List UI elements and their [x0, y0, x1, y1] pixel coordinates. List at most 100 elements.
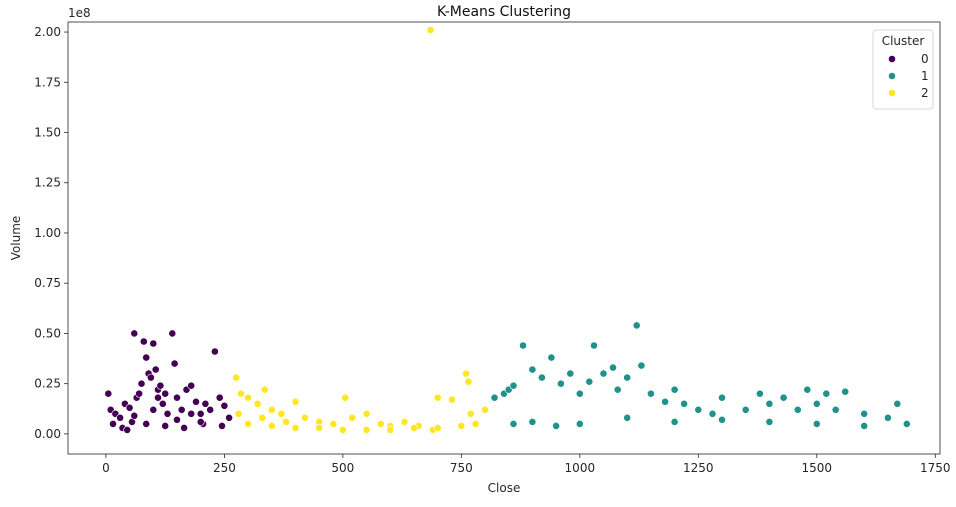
- data-point-cluster-0-48: [154, 393, 162, 402]
- y-tick-label-1: 0.25: [34, 377, 61, 391]
- data-point-cluster-0-24: [170, 359, 179, 368]
- data-point-cluster-0-25: [173, 393, 181, 402]
- y-scale-label: 1e8: [68, 6, 91, 20]
- data-point-cluster-2-21: [447, 395, 456, 404]
- data-point-cluster-1-18: [637, 361, 646, 370]
- y-tick-label-4: 1.00: [34, 226, 61, 240]
- data-point-cluster-2-11: [341, 393, 350, 402]
- data-point-cluster-1-9: [566, 369, 575, 378]
- x-tick-label-5: 1250: [683, 461, 714, 475]
- data-point-cluster-2-14: [376, 419, 385, 428]
- data-point-cluster-2-18: [426, 26, 435, 34]
- x-tick-label-4: 1000: [565, 461, 596, 475]
- data-point-cluster-2-6: [277, 409, 286, 418]
- data-point-cluster-1-49: [860, 421, 869, 430]
- y-tick-label-2: 0.50: [34, 326, 61, 340]
- data-point-cluster-1-19: [647, 389, 655, 398]
- data-point-cluster-1-38: [893, 399, 902, 408]
- data-point-cluster-0-13: [142, 353, 151, 362]
- legend-marker-2: [888, 89, 896, 97]
- data-point-cluster-1-14: [609, 363, 617, 372]
- plot-frame: [67, 21, 941, 455]
- y-tick-label-6: 1.50: [34, 126, 61, 140]
- data-point-cluster-2-31: [338, 425, 347, 434]
- data-point-cluster-2-12: [348, 413, 357, 422]
- data-point-cluster-1-8: [557, 379, 565, 388]
- data-point-cluster-2-25: [471, 419, 480, 428]
- data-point-cluster-1-23: [694, 405, 703, 414]
- data-point-cluster-1-20: [661, 397, 669, 406]
- data-point-cluster-0-16: [149, 339, 158, 348]
- data-point-cluster-0-22: [163, 409, 172, 418]
- data-point-cluster-2-33: [386, 425, 395, 434]
- data-point-cluster-0-8: [130, 329, 139, 338]
- data-point-cluster-1-26: [741, 405, 750, 414]
- data-point-cluster-1-29: [779, 393, 788, 402]
- data-point-cluster-0-10: [135, 389, 143, 398]
- x-tick-label-2: 500: [331, 461, 354, 475]
- data-point-cluster-1-40: [509, 419, 518, 428]
- data-point-cluster-2-2: [244, 393, 252, 402]
- data-point-cluster-2-26: [481, 405, 489, 414]
- data-point-cluster-1-25: [718, 393, 726, 402]
- legend-label-2: 2: [921, 86, 929, 100]
- data-point-cluster-2-20: [433, 393, 442, 402]
- data-point-cluster-1-5: [528, 365, 537, 374]
- data-point-cluster-0-34: [215, 393, 224, 402]
- data-point-cluster-1-28: [765, 399, 774, 408]
- data-point-cluster-2-38: [258, 413, 267, 422]
- data-point-cluster-0-36: [225, 413, 233, 422]
- data-point-cluster-2-10: [329, 419, 338, 428]
- data-point-cluster-0-19: [156, 381, 165, 390]
- x-tick-label-0: 0: [102, 461, 110, 475]
- data-point-cluster-1-22: [680, 399, 688, 408]
- data-point-cluster-1-12: [590, 341, 598, 350]
- data-point-cluster-1-15: [613, 385, 622, 394]
- data-point-cluster-1-45: [670, 417, 679, 426]
- data-point-cluster-2-29: [291, 423, 300, 432]
- data-point-cluster-1-46: [718, 415, 726, 424]
- data-point-cluster-0-47: [130, 411, 139, 420]
- data-point-cluster-1-41: [528, 417, 537, 426]
- y-tick-label-0: 0.00: [34, 427, 61, 441]
- y-axis-label: Volume: [9, 216, 23, 261]
- data-point-cluster-0-30: [196, 409, 205, 418]
- data-point-cluster-0-2: [109, 419, 117, 428]
- data-point-cluster-1-3: [509, 381, 518, 390]
- data-point-cluster-0-31: [201, 399, 210, 408]
- data-point-cluster-1-13: [599, 369, 608, 378]
- data-point-cluster-0-21: [161, 389, 170, 398]
- data-point-cluster-2-23: [464, 377, 473, 386]
- data-point-cluster-1-48: [812, 419, 821, 428]
- data-point-cluster-2-5: [267, 405, 276, 414]
- data-point-cluster-1-16: [623, 373, 632, 382]
- data-point-cluster-0-44: [149, 405, 158, 414]
- y-tick-label-7: 1.75: [34, 75, 61, 89]
- y-tick-label-8: 2.00: [34, 25, 61, 39]
- data-point-cluster-0-29: [192, 397, 200, 406]
- data-point-cluster-0-39: [142, 419, 151, 428]
- data-point-cluster-1-37: [884, 413, 892, 422]
- data-point-cluster-1-31: [803, 385, 812, 394]
- x-tick-label-7: 1750: [920, 461, 951, 475]
- data-point-cluster-1-7: [547, 353, 556, 362]
- data-point-cluster-2-30: [315, 423, 324, 432]
- data-point-cluster-1-11: [585, 377, 594, 386]
- x-tick-label-6: 1500: [802, 461, 833, 475]
- data-point-cluster-1-4: [519, 341, 527, 350]
- data-point-cluster-0-32: [206, 405, 215, 414]
- data-point-cluster-0-33: [210, 347, 219, 356]
- y-tick-label-3: 0.75: [34, 276, 61, 290]
- data-point-cluster-1-32: [812, 399, 821, 408]
- x-axis: 0 250 500 750 1000 1250 1500 1750: [102, 454, 951, 475]
- data-point-cluster-2-7: [291, 397, 300, 406]
- x-tick-label-1: 250: [213, 461, 236, 475]
- data-point-cluster-1-35: [841, 387, 850, 396]
- data-point-cluster-1-21: [670, 385, 679, 394]
- data-point-cluster-2-0: [232, 373, 241, 382]
- points-layer: [104, 26, 911, 434]
- data-point-cluster-0-20: [158, 399, 167, 408]
- data-point-cluster-1-36: [860, 409, 869, 418]
- data-point-cluster-1-42: [552, 421, 560, 430]
